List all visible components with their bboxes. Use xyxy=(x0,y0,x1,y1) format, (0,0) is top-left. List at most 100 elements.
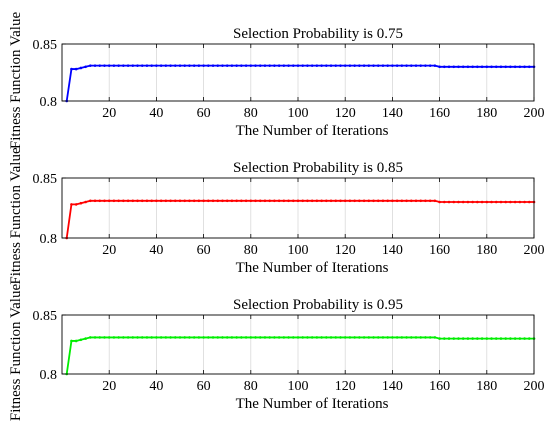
data-point xyxy=(306,64,309,67)
data-point xyxy=(126,199,130,203)
data-point xyxy=(433,199,437,203)
data-point xyxy=(183,336,187,339)
data-point xyxy=(268,199,271,203)
data-point xyxy=(428,336,432,339)
data-point xyxy=(461,337,465,340)
data-point xyxy=(527,200,531,204)
data-point xyxy=(452,200,456,204)
y-axis-label: Fitness Function Value xyxy=(8,147,24,285)
data-point xyxy=(405,199,408,203)
data-point xyxy=(221,336,224,339)
x-tick-label: 160 xyxy=(429,379,450,394)
data-point xyxy=(513,200,517,204)
x-tick-label: 160 xyxy=(429,243,450,258)
data-point xyxy=(301,336,305,339)
data-point xyxy=(386,199,389,203)
data-point xyxy=(523,200,526,204)
data-point xyxy=(89,336,92,339)
data-point xyxy=(518,65,522,69)
data-point xyxy=(84,337,87,340)
data-point xyxy=(258,64,262,67)
data-point xyxy=(329,64,333,67)
y-tick-label: 0.8 xyxy=(40,368,58,383)
data-point xyxy=(386,64,389,67)
data-point xyxy=(367,64,371,67)
data-point xyxy=(159,64,163,67)
data-point xyxy=(211,199,215,203)
data-point xyxy=(225,336,229,339)
x-tick-label: 40 xyxy=(149,243,163,258)
x-tick-label: 60 xyxy=(197,379,211,394)
data-point xyxy=(438,200,441,204)
data-point xyxy=(84,65,87,69)
data-point xyxy=(362,64,366,67)
data-point xyxy=(433,64,437,67)
data-point xyxy=(485,200,489,204)
data-point xyxy=(230,336,234,339)
data-point xyxy=(112,336,116,339)
x-tick-label: 200 xyxy=(524,106,545,121)
data-point xyxy=(499,200,503,204)
chart-panel-3: 20 40 60 80 100 120 140 160 180 200 0.8 0.85 Selecti… xyxy=(8,284,545,422)
data-point xyxy=(112,64,116,67)
data-point xyxy=(183,199,187,203)
data-point xyxy=(117,336,120,339)
data-point xyxy=(131,199,135,203)
y-tick-label: 0.85 xyxy=(33,172,58,187)
data-point xyxy=(79,338,83,342)
data-point xyxy=(490,65,493,69)
data-point xyxy=(140,64,144,67)
data-point xyxy=(249,64,253,67)
data-point xyxy=(192,336,196,339)
data-point xyxy=(315,199,319,203)
data-point xyxy=(183,64,187,67)
data-point xyxy=(499,337,503,340)
data-point xyxy=(169,199,172,203)
data-point xyxy=(117,199,120,203)
data-point xyxy=(362,199,366,203)
data-point xyxy=(310,64,314,67)
x-axis-label: The Number of Iterations xyxy=(236,260,389,276)
data-point xyxy=(164,64,168,67)
x-axis-label: The Number of Iterations xyxy=(236,396,389,412)
data-point xyxy=(433,336,437,339)
data-point xyxy=(126,64,130,67)
data-point xyxy=(155,199,158,203)
data-point xyxy=(70,339,73,343)
data-point xyxy=(296,199,300,203)
x-tick-label: 100 xyxy=(288,243,309,258)
data-point xyxy=(471,200,474,204)
data-point xyxy=(443,200,446,204)
data-point xyxy=(216,64,220,67)
data-point xyxy=(372,64,375,67)
data-point xyxy=(178,199,182,203)
data-point xyxy=(84,200,87,204)
data-point xyxy=(480,337,484,340)
data-point xyxy=(325,336,328,339)
data-point xyxy=(315,336,319,339)
data-point xyxy=(343,336,347,339)
data-point xyxy=(98,199,102,203)
data-point xyxy=(150,64,153,67)
data-point xyxy=(414,64,418,67)
data-point xyxy=(376,199,380,203)
data-point xyxy=(527,337,531,340)
data-point xyxy=(291,199,295,203)
x-tick-label: 140 xyxy=(382,106,403,121)
data-point xyxy=(452,65,456,69)
data-point xyxy=(358,199,361,203)
chart-panel-2: 20 40 60 80 100 120 140 160 180 200 0.8 0.85 Selecti… xyxy=(8,147,545,285)
y-tick-label: 0.8 xyxy=(40,95,58,110)
data-point xyxy=(386,336,389,339)
data-point xyxy=(518,337,522,340)
data-point xyxy=(277,64,281,67)
data-point xyxy=(320,336,323,339)
data-point xyxy=(164,336,168,339)
data-point xyxy=(263,199,267,203)
data-point xyxy=(376,64,380,67)
data-point xyxy=(447,337,451,340)
data-point xyxy=(136,336,139,339)
data-point xyxy=(438,337,441,340)
y-tick-label: 0.85 xyxy=(33,309,58,324)
axes-box xyxy=(61,177,535,239)
